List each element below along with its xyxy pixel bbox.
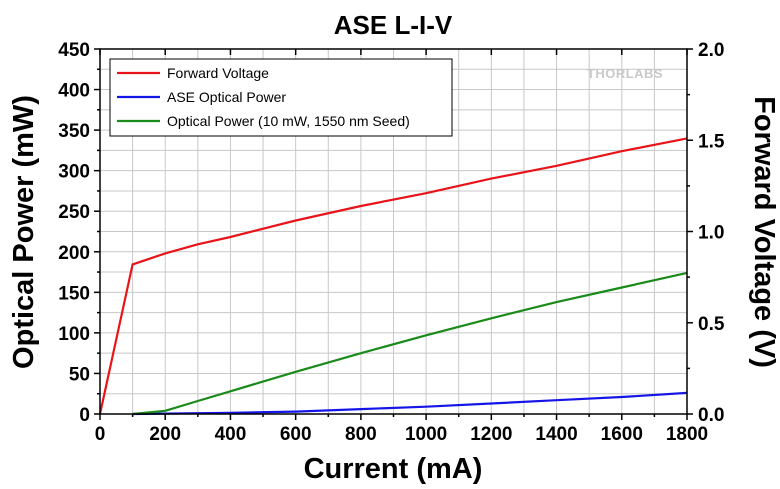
- x-axis-label: Current (mA): [304, 453, 483, 485]
- x-tick-label: 0: [95, 424, 106, 445]
- y-left-tick-label: 150: [58, 283, 90, 304]
- x-tick-label: 1400: [535, 424, 577, 445]
- y-right-tick-label: 0.0: [698, 405, 724, 426]
- y-axis-label-right: Forward Voltage (V): [748, 96, 780, 368]
- x-tick-label: 1800: [666, 424, 708, 445]
- x-tick-label: 1200: [470, 424, 512, 445]
- x-tick-label: 200: [149, 424, 181, 445]
- y-left-tick-label: 100: [58, 324, 90, 345]
- legend-label: Forward Voltage: [167, 65, 269, 81]
- y-axis-label-left: Optical Power (mW): [8, 95, 40, 369]
- y-left-tick-label: 300: [58, 162, 90, 183]
- series-line-3: [132, 271, 688, 416]
- x-tick-label: 600: [280, 424, 312, 445]
- y-right-tick-label: 2.0: [698, 40, 724, 61]
- y-left-tick-label: 250: [58, 202, 90, 223]
- y-left-tick-label: 50: [69, 364, 90, 385]
- x-tick-label: 400: [215, 424, 247, 445]
- x-tick-label: 800: [345, 424, 377, 445]
- tick-labels: 0 200 400 600 800 1000 1200 1400 1600 1800 0 50 100 1…: [58, 40, 725, 445]
- plot-series: [98, 137, 688, 416]
- chart-title: ASE L-I-V: [334, 10, 453, 40]
- series-line-2: [132, 391, 688, 416]
- y-right-tick-label: 1.5: [698, 131, 725, 152]
- legend-box: [109, 58, 453, 137]
- x-tick-label: 1000: [405, 424, 447, 445]
- y-left-tick-label: 350: [58, 121, 90, 142]
- axis-ticks: [94, 48, 693, 420]
- y-right-tick-label: 1.0: [698, 223, 724, 244]
- y-left-tick-label: 200: [58, 243, 90, 264]
- x-tick-label: 1600: [601, 424, 643, 445]
- legend-label: Optical Power (10 mW, 1550 nm Seed): [167, 113, 410, 129]
- y-right-tick-label: 0.5: [698, 314, 725, 335]
- legend-label: ASE Optical Power: [167, 89, 286, 105]
- legend: Forward Voltage ASE Optical Power Optical …: [109, 58, 453, 137]
- series-line-1: [98, 137, 688, 415]
- thorlabs-logo: THORLABS: [587, 66, 663, 81]
- y-left-tick-label: 450: [58, 40, 90, 61]
- y-left-tick-label: 400: [58, 81, 90, 102]
- y-left-tick-label: 0: [79, 405, 90, 426]
